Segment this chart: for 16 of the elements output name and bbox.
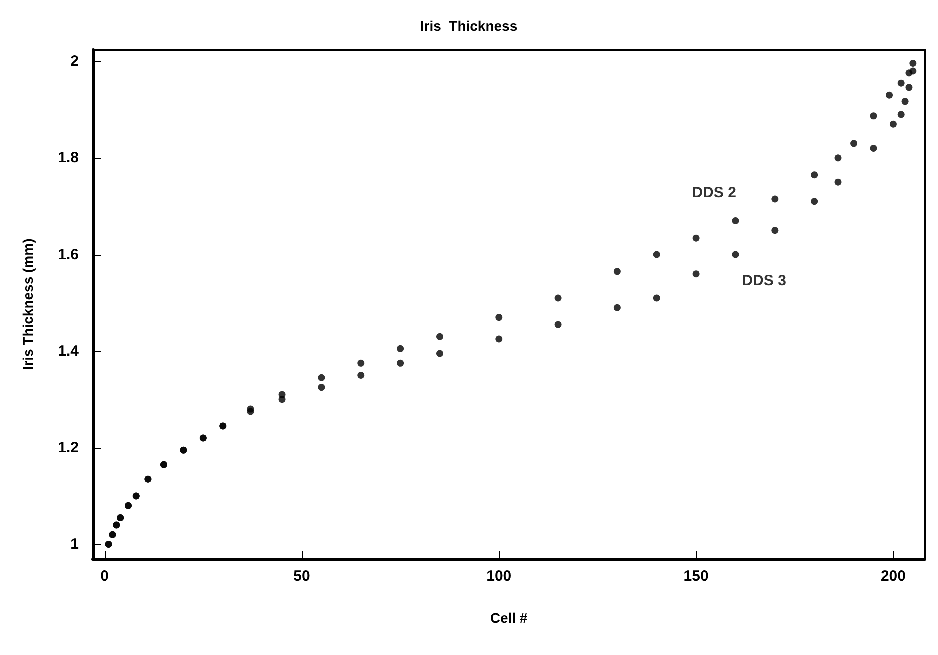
x-tick-label: 100 (486, 568, 512, 585)
y-axis-title: Iris Thickness (mm) (20, 238, 36, 370)
x-tick-label: 150 (684, 568, 709, 585)
y-tick-label: 1.2 (58, 439, 79, 456)
y-tick-label: 1 (70, 536, 79, 554)
y-tick-label: 2 (70, 53, 79, 70)
y-tick-label: 1.4 (58, 342, 80, 360)
x-tick-label: 0 (100, 568, 109, 585)
y-tick-label: 1.6 (58, 246, 79, 264)
y-tick-label: 1.8 (58, 150, 79, 167)
x-axis-title: Cell # (490, 610, 528, 626)
chart-title: Iris Thickness (420, 18, 518, 34)
series-label: DDS 2 (692, 184, 736, 202)
x-tick-label: 50 (294, 568, 310, 585)
series-label: DDS 3 (742, 272, 786, 290)
x-tick-label: 200 (880, 568, 906, 585)
